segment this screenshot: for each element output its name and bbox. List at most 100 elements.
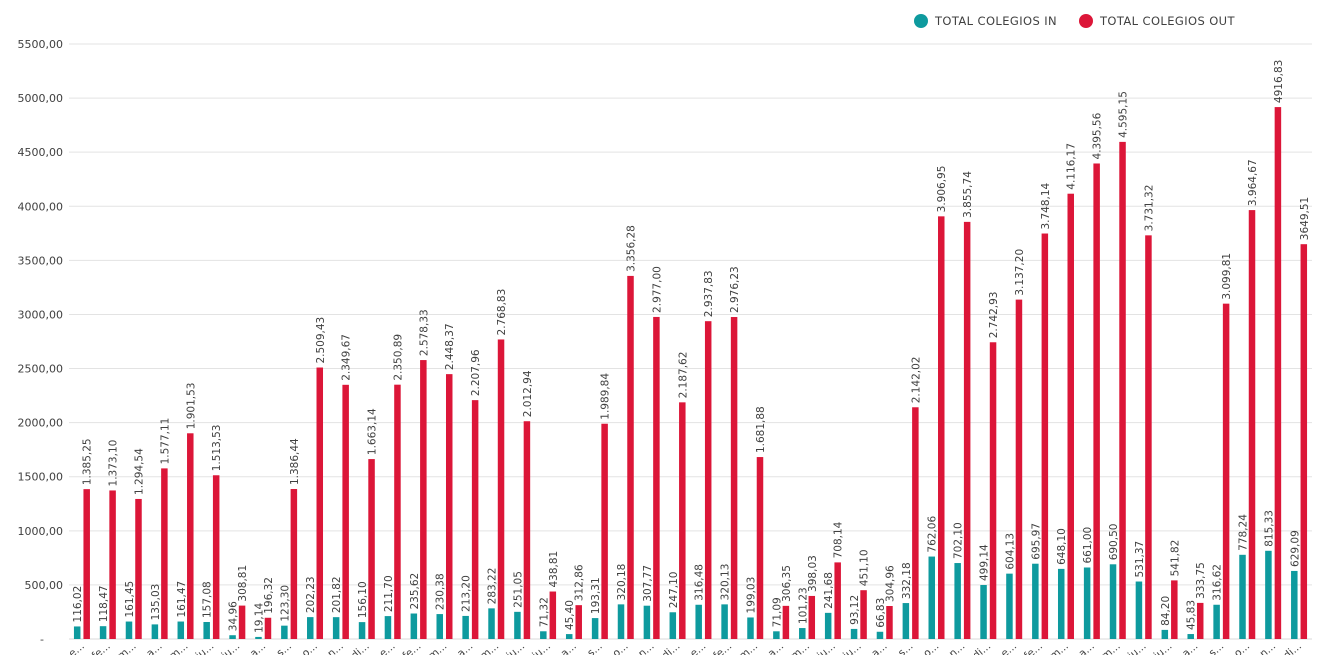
- legend-label-out: TOTAL COLEGIOS OUT: [1100, 14, 1235, 28]
- data-label-out: 304,96: [884, 565, 896, 602]
- data-label-in: 161,45: [124, 581, 136, 618]
- bar-in: [954, 563, 961, 639]
- data-label-out: 1.386,44: [289, 438, 301, 485]
- data-label-in: 320,13: [720, 564, 732, 601]
- y-tick-label: 3000,00: [18, 308, 64, 321]
- x-tick-label: e...: [67, 640, 87, 655]
- data-label-out: 312,86: [574, 564, 586, 601]
- data-label-out: 4.595,15: [1118, 91, 1130, 138]
- bar-in: [1265, 550, 1272, 639]
- bar-out: [1067, 193, 1074, 639]
- bar-in: [177, 621, 185, 639]
- bar-in: [1032, 563, 1039, 639]
- bar-out: [445, 374, 453, 639]
- bar-out: [989, 342, 997, 639]
- data-label-out: 2.187,62: [677, 352, 689, 399]
- y-tick-label: -: [40, 633, 44, 646]
- bar-out: [627, 275, 634, 639]
- data-label-in: 101,23: [797, 587, 809, 624]
- data-label-in: 135,03: [150, 584, 162, 621]
- bar-out: [912, 407, 919, 639]
- data-label-in: 71,09: [771, 597, 783, 627]
- x-tick-label: m...: [1048, 640, 1071, 655]
- data-label-out: 308,81: [237, 565, 249, 602]
- legend-item-in[interactable]: TOTAL COLEGIOS IN: [914, 14, 1057, 28]
- legend-swatch-in: [914, 14, 928, 28]
- data-label-in: 690,50: [1108, 524, 1120, 561]
- bar-in: [73, 626, 81, 639]
- bar-out: [756, 457, 764, 639]
- bar-out: [264, 617, 272, 639]
- bar-out: [290, 489, 298, 639]
- bar-in: [1135, 581, 1143, 639]
- data-label-out: 451,10: [859, 549, 871, 586]
- data-label-out: 3.748,14: [1040, 182, 1052, 229]
- bar-out: [135, 498, 142, 639]
- data-label-in: 201,82: [331, 576, 343, 613]
- legend-item-out[interactable]: TOTAL COLEGIOS OUT: [1079, 14, 1235, 28]
- legend-label-in: TOTAL COLEGIOS IN: [935, 14, 1057, 28]
- bar-out: [938, 216, 945, 639]
- data-label-out: 2.937,83: [703, 270, 715, 317]
- bar-out: [549, 591, 557, 639]
- x-tick-label: n...: [636, 640, 656, 655]
- data-label-out: 2.578,33: [418, 309, 430, 356]
- x-tick-label: a...: [869, 640, 889, 655]
- x-tick-label: ju...: [840, 640, 863, 655]
- data-label-in: 235,62: [409, 573, 421, 610]
- bar-in: [1057, 568, 1065, 639]
- bar-out: [1015, 299, 1023, 639]
- data-label-in: 283,22: [487, 568, 499, 605]
- data-label-out: 3.855,74: [962, 171, 974, 218]
- x-tick-label: m...: [789, 640, 812, 655]
- data-label-out: 306,35: [781, 565, 793, 602]
- bar-in: [747, 617, 754, 639]
- bar-in: [1161, 629, 1169, 639]
- bar-out: [886, 606, 893, 639]
- bar-in: [540, 631, 547, 639]
- data-label-out: 1.294,54: [133, 448, 145, 495]
- x-tick-label: o...: [921, 640, 941, 655]
- data-label-out: 3649,51: [1299, 197, 1311, 240]
- bar-in: [643, 605, 651, 639]
- data-label-in: 307,77: [642, 565, 654, 602]
- y-tick-label: 4000,00: [18, 200, 64, 213]
- x-tick-label: a...: [766, 640, 786, 655]
- data-label-out: 1.577,11: [159, 418, 171, 465]
- x-tick-label: s...: [896, 640, 916, 655]
- data-label-out: 2.768,83: [496, 289, 508, 336]
- bar-in: [488, 608, 495, 639]
- x-tick-label: a...: [455, 640, 475, 655]
- data-label-out: 1.681,88: [755, 406, 767, 453]
- data-label-out: 1.385,25: [82, 438, 94, 485]
- bar-out: [109, 490, 116, 639]
- bar-in: [773, 631, 780, 639]
- bar-out: [161, 468, 168, 639]
- bar-out: [1145, 235, 1152, 639]
- y-tick-label: 3500,00: [18, 254, 64, 267]
- bar-in: [850, 628, 858, 639]
- x-tick-label: s...: [585, 640, 605, 655]
- data-label-out: 708,14: [833, 521, 845, 558]
- data-label-out: 2.207,96: [470, 349, 482, 396]
- data-label-out: 2.349,67: [341, 334, 353, 381]
- bar-in: [151, 624, 159, 639]
- bar-out: [523, 421, 531, 639]
- x-tick-label: o...: [1232, 640, 1252, 655]
- data-label-in: 648,10: [1056, 528, 1068, 565]
- bar-in: [928, 556, 936, 639]
- data-label-out: 3.731,32: [1143, 185, 1155, 232]
- data-label-in: 199,03: [745, 577, 757, 614]
- x-tick-label: ju...: [1151, 640, 1174, 655]
- bar-in: [980, 585, 987, 639]
- data-label-out: 4.395,56: [1092, 112, 1104, 159]
- bar-out: [1041, 233, 1049, 639]
- bar-in: [462, 615, 469, 639]
- bar-in: [565, 634, 573, 639]
- bar-out: [730, 317, 738, 639]
- data-label-in: 118,47: [98, 585, 110, 622]
- data-label-in: 123,30: [279, 585, 291, 622]
- x-tick-label: e...: [377, 640, 397, 655]
- data-label-in: 45,83: [1186, 600, 1198, 630]
- y-tick-label: 500,00: [25, 579, 64, 592]
